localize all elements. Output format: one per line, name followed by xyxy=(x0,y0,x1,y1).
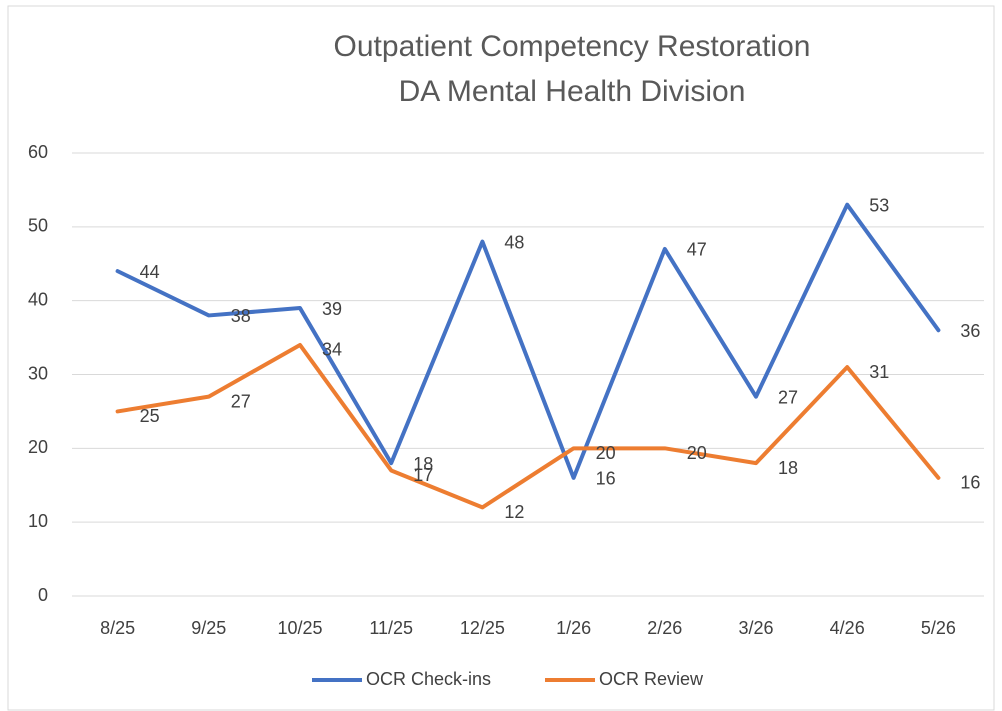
data-label: 17 xyxy=(413,465,433,485)
x-tick-label: 11/25 xyxy=(369,618,413,638)
data-label: 47 xyxy=(687,240,707,260)
chart-subtitle: DA Mental Health Division xyxy=(399,75,746,108)
data-label: 39 xyxy=(322,299,342,319)
data-label: 16 xyxy=(596,469,616,489)
data-label: 18 xyxy=(413,454,433,474)
legend-label: OCR Review xyxy=(599,669,704,689)
x-tick-label: 4/26 xyxy=(830,618,865,638)
data-label: 12 xyxy=(504,502,524,522)
x-tick-label: 8/25 xyxy=(100,618,135,638)
x-tick-label: 3/26 xyxy=(738,618,773,638)
y-tick-label: 60 xyxy=(28,142,48,162)
data-label: 25 xyxy=(140,406,160,426)
data-label: 18 xyxy=(778,458,798,478)
x-tick-label: 10/25 xyxy=(277,618,322,638)
data-label: 48 xyxy=(504,232,524,252)
x-tick-label: 1/26 xyxy=(556,618,591,638)
y-tick-label: 40 xyxy=(28,289,48,309)
data-label: 27 xyxy=(778,387,798,407)
data-label: 16 xyxy=(960,473,980,493)
series-line xyxy=(115,202,941,480)
series-line xyxy=(115,342,941,510)
data-label: 36 xyxy=(960,321,980,341)
legend-label: OCR Check-ins xyxy=(366,669,491,689)
data-label: 20 xyxy=(596,443,616,463)
data-label: 34 xyxy=(322,340,342,360)
x-tick-label: 9/25 xyxy=(191,618,226,638)
y-tick-label: 0 xyxy=(38,585,48,605)
data-label: 31 xyxy=(869,362,889,382)
data-label: 20 xyxy=(687,443,707,463)
x-tick-label: 5/26 xyxy=(921,618,956,638)
y-tick-label: 30 xyxy=(28,363,48,383)
chart-frame xyxy=(7,5,995,711)
chart-title: Outpatient Competency Restoration xyxy=(334,30,811,63)
y-tick-label: 20 xyxy=(28,437,48,457)
data-label: 53 xyxy=(869,195,889,215)
x-tick-label: 2/26 xyxy=(647,618,682,638)
data-label: 27 xyxy=(231,391,251,411)
y-tick-label: 10 xyxy=(28,511,48,531)
x-tick-label: 12/25 xyxy=(460,618,505,638)
data-label: 38 xyxy=(231,306,251,326)
data-label: 44 xyxy=(140,262,160,282)
y-tick-label: 50 xyxy=(28,216,48,236)
